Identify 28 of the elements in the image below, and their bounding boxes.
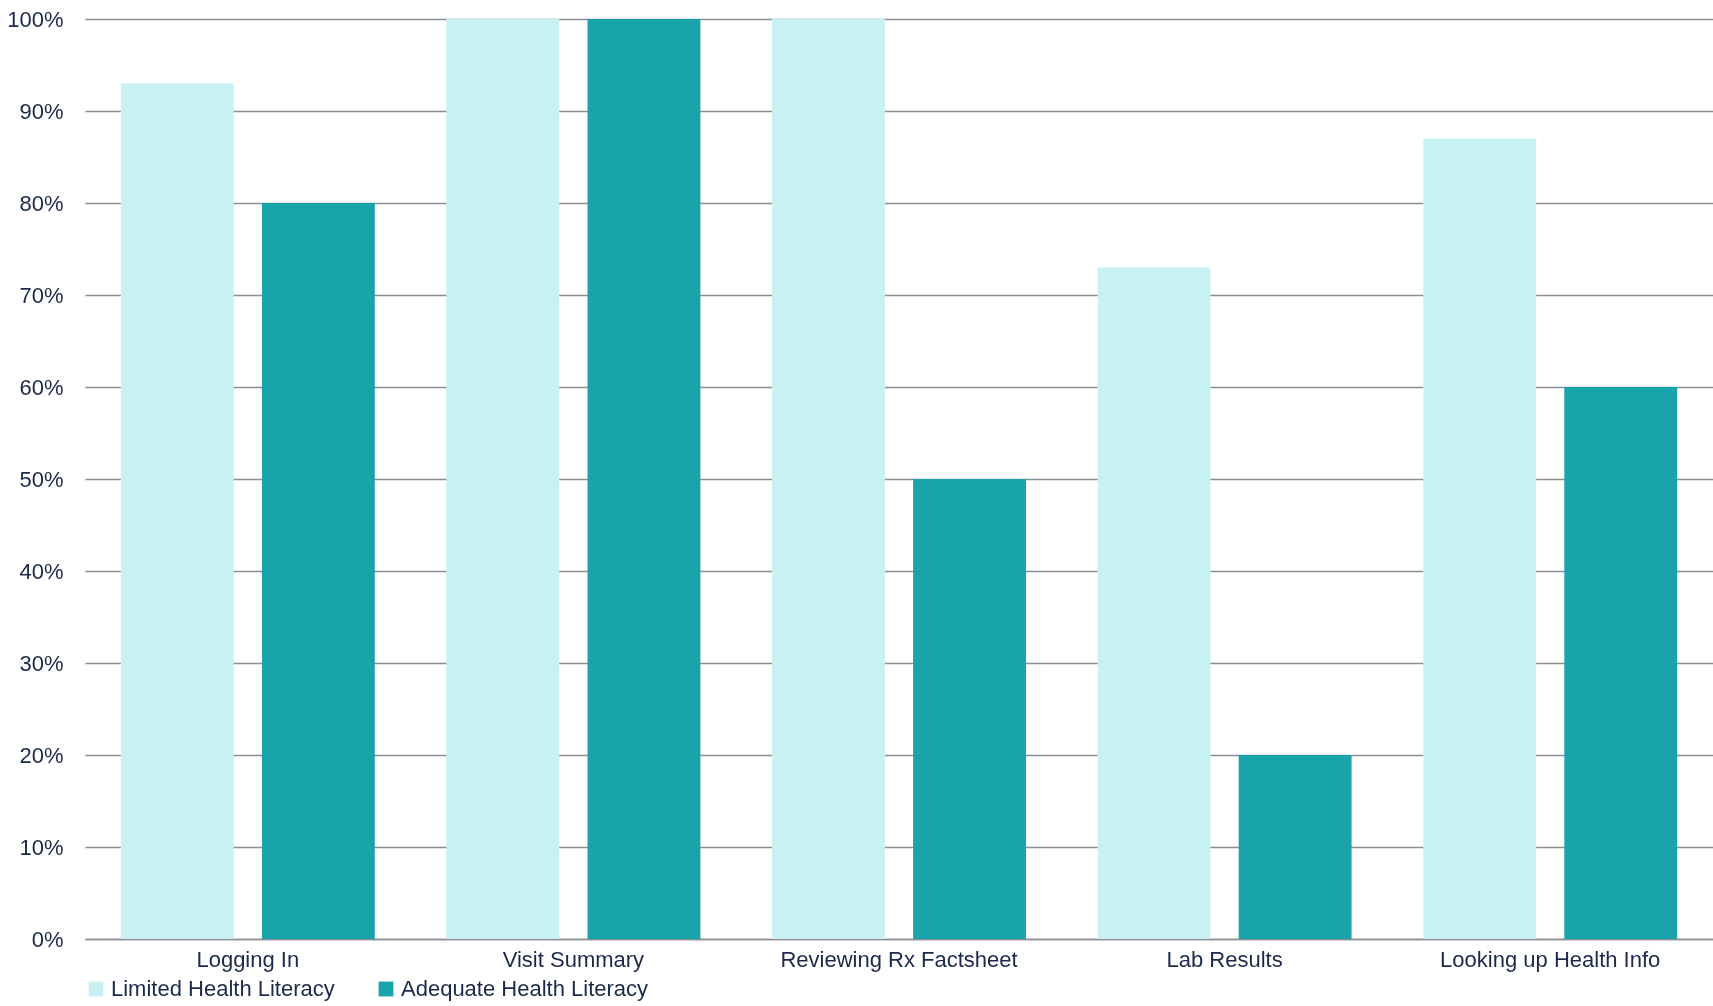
bar xyxy=(587,19,701,939)
y-tick-label: 90% xyxy=(19,98,64,124)
x-tick-label: Reviewing Rx Factsheet xyxy=(780,946,1018,972)
bar xyxy=(261,203,375,939)
legend-label: Limited Health Literacy xyxy=(111,976,335,1001)
x-tick-label: Visit Summary xyxy=(502,946,645,972)
x-tick-label: Lab Results xyxy=(1166,946,1283,972)
legend-label: Adequate Health Literacy xyxy=(401,976,649,1001)
y-tick-label: 80% xyxy=(19,190,64,216)
bar xyxy=(772,19,885,939)
y-tick-label: 40% xyxy=(19,558,64,584)
y-tick-label: 60% xyxy=(19,374,64,400)
bar xyxy=(913,479,1026,939)
bar xyxy=(120,83,234,939)
x-tick-label: Logging In xyxy=(196,946,300,972)
bar xyxy=(1238,755,1352,939)
y-tick-label: 10% xyxy=(19,834,64,860)
bar xyxy=(1564,387,1678,939)
y-tick-label: 0% xyxy=(31,926,64,952)
y-tick-label: 70% xyxy=(19,282,64,308)
x-tick-label: Looking up Health Info xyxy=(1440,946,1661,972)
bar xyxy=(1423,138,1537,939)
y-tick-label: 20% xyxy=(19,742,64,768)
y-tick-label: 100% xyxy=(7,6,64,32)
y-tick-label: 30% xyxy=(19,650,64,676)
y-tick-label: 50% xyxy=(19,466,64,492)
bar xyxy=(446,19,560,939)
bar xyxy=(1097,267,1211,939)
